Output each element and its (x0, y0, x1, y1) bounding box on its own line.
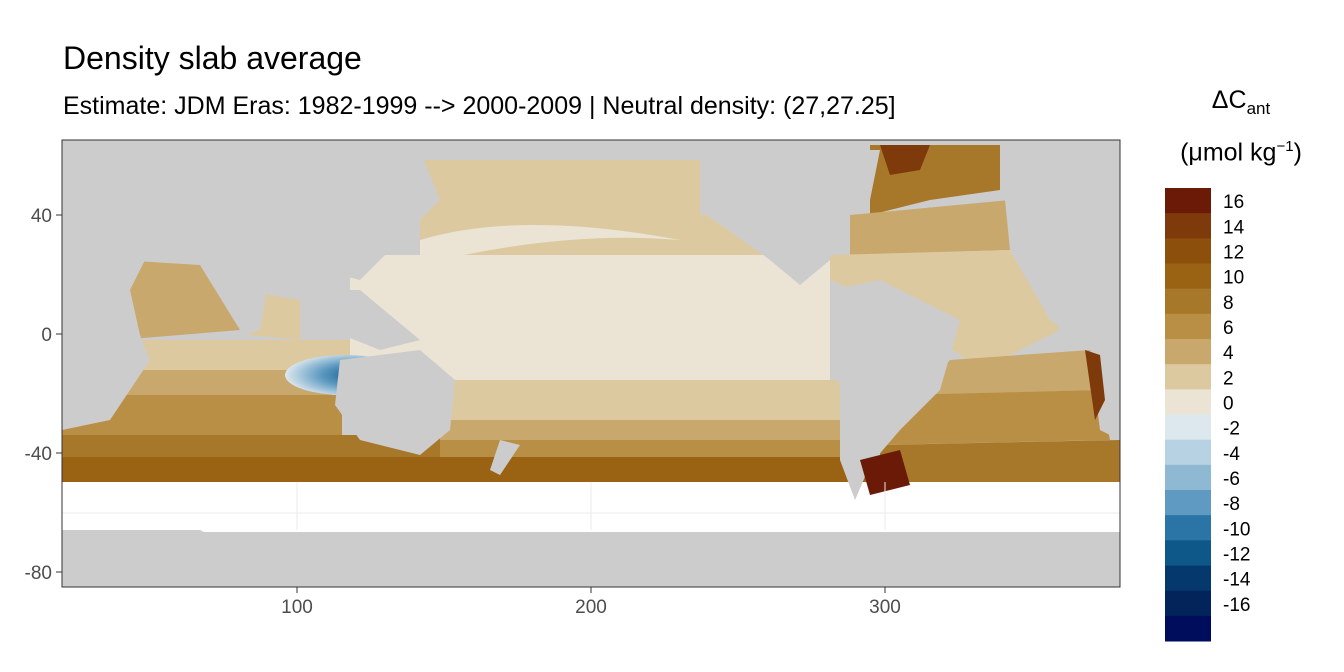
legend-swatch (1165, 590, 1211, 617)
ocean-arabian-sea (120, 260, 240, 340)
legend-swatch (1165, 364, 1211, 390)
y-axis: 40 0 -40 -80 (25, 206, 62, 584)
land-south-america (830, 280, 960, 500)
ocean-pacific-south-2 (440, 420, 850, 440)
legend-swatch (1165, 490, 1211, 516)
land-australia (335, 350, 455, 455)
ocean-field (62, 145, 1120, 587)
legend-tick-label: -12 (1223, 545, 1250, 566)
legend-tick-label: -8 (1223, 494, 1240, 515)
legend-unit-open: (μmol kg (1180, 138, 1277, 167)
legend-swatch (1165, 288, 1211, 315)
legend-unit-exponent: −1 (1276, 138, 1294, 155)
legend-title: ΔCant (1166, 86, 1316, 119)
ocean-argentine-basin (860, 450, 910, 495)
legend-tick-label: -16 (1223, 595, 1250, 616)
legend-colorbar: 16 14 12 10 8 6 4 2 0 -2 -4 -6 -8 -10 -12 -14 -16 (1165, 188, 1251, 642)
legend-swatch (1165, 515, 1211, 541)
ocean-band-indian-south (62, 435, 442, 457)
y-tick-label: -80 (25, 563, 52, 584)
map-title: Density slab average (63, 40, 362, 76)
legend-tick-label: 10 (1223, 268, 1244, 289)
land-antarctica (62, 530, 1120, 587)
ocean-atlantic-north (850, 200, 1010, 255)
y-tick-label: 40 (31, 206, 52, 227)
ocean-atlantic-tropical (830, 250, 1060, 370)
legend-swatch (1165, 188, 1211, 214)
ocean-atlantic-south-2 (880, 390, 1110, 445)
legend-swatch (1165, 263, 1211, 290)
land-africa (62, 150, 230, 430)
gridlines (62, 482, 1120, 530)
land-asia (230, 150, 440, 280)
ocean-labrador (880, 145, 930, 175)
legend-tick-label: 12 (1223, 243, 1244, 264)
x-axis: 100 200 300 (281, 587, 901, 618)
legend-unit-close: ) (1293, 138, 1302, 167)
ocean-atlantic-south-1 (920, 350, 1100, 395)
legend-tick-label: 0 (1223, 394, 1234, 415)
legend-tick-label: 16 (1223, 192, 1244, 213)
legend-tick-label: -6 (1223, 469, 1240, 490)
land-north-america (700, 150, 880, 285)
legend-tick-label: 6 (1223, 318, 1234, 339)
legend-tick-label: 2 (1223, 368, 1234, 389)
land-india (230, 270, 270, 335)
ocean-agulhas (1085, 350, 1105, 420)
legend-unit: (μmol kg−1) (1166, 138, 1316, 167)
legend-tick-label: 8 (1223, 293, 1234, 314)
legend-tick-label: 14 (1223, 217, 1245, 238)
legend-tick-label: -14 (1223, 570, 1251, 591)
legend-title-symbol: ΔC (1211, 86, 1247, 114)
ocean-atlantic-south-3 (880, 440, 1120, 482)
legend-swatch (1165, 464, 1211, 491)
legend-tick-label: -4 (1223, 444, 1240, 465)
ocean-pacific-tropical (350, 255, 830, 380)
y-tick-label: 0 (41, 325, 52, 346)
land-se-asia-islands (300, 290, 420, 350)
legend-swatch (1165, 540, 1211, 566)
legend-title-subscript: ant (1246, 99, 1271, 118)
legend-swatch (1165, 615, 1211, 642)
legend-swatch (1165, 439, 1211, 466)
legend-swatch (1165, 565, 1211, 592)
y-tick-label: -40 (25, 444, 52, 465)
legend-swatch (1165, 313, 1211, 340)
map-subtitle: Estimate: JDM Eras: 1982-1999 --> 2000-2… (63, 92, 896, 120)
land-new-zealand (490, 440, 520, 475)
ocean-pacific-south-1 (430, 380, 850, 420)
legend-swatch (1165, 238, 1211, 264)
ocean-pacific-south-3 (440, 440, 850, 457)
legend-tick-label: -10 (1223, 519, 1250, 540)
x-tick-label: 100 (281, 597, 313, 618)
legend-tick-label: 4 (1223, 343, 1234, 364)
legend-swatch (1165, 414, 1211, 441)
x-tick-label: 300 (869, 597, 901, 618)
legend-swatch (1165, 389, 1211, 415)
legend-tick-label: -2 (1223, 419, 1240, 440)
land-europe-africa-east (1000, 150, 1120, 440)
x-tick-label: 200 (575, 597, 607, 618)
legend-swatch (1165, 339, 1211, 365)
legend-swatch (1165, 213, 1211, 239)
ocean-kuroshio-plume (420, 225, 680, 265)
